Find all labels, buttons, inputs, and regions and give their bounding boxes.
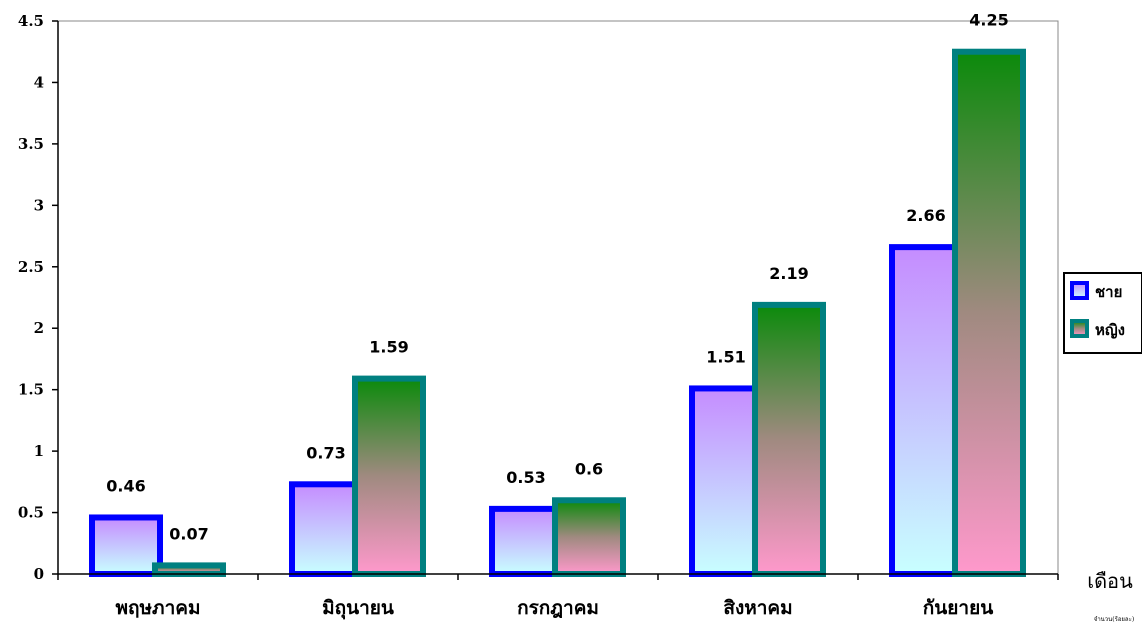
- data-label-male-5: 2.66: [906, 206, 945, 225]
- bar-male-4: [689, 385, 763, 577]
- y-tick-label: 3: [34, 196, 44, 214]
- x-tick-label: กันยายน: [923, 597, 993, 619]
- y-ticks-group: 0 0.5 1 1.5 2 2.5 3 3.5 4 4.5: [18, 12, 58, 583]
- y-tick-label: 3.5: [18, 135, 44, 153]
- x-tick-label: พฤษภาคม: [116, 597, 201, 619]
- bars-group: [89, 48, 1026, 578]
- legend-label-male: ชาย: [1095, 283, 1122, 301]
- bar-female-5: [952, 48, 1026, 577]
- legend-label-female: หญิง: [1095, 321, 1125, 339]
- bar-female-1: [152, 562, 226, 577]
- data-labels-group: 0.46 0.07 0.73 1.59 0.53 0.6 1.51 2.19 2.66 4.25: [106, 11, 1008, 544]
- bar-female-2: [352, 375, 426, 577]
- y-tick-label: 2: [34, 319, 44, 337]
- data-label-female-3: 0.6: [575, 459, 603, 478]
- x-axis-title: เดือน: [1087, 569, 1133, 593]
- y-tick-label: 4: [34, 73, 44, 91]
- data-label-male-3: 0.53: [506, 468, 545, 487]
- data-label-male-1: 0.46: [106, 476, 145, 495]
- data-label-female-2: 1.59: [369, 338, 408, 357]
- legend: ชาย หญิง: [1063, 272, 1142, 354]
- data-label-male-2: 0.73: [306, 443, 345, 462]
- y-tick-label: 2.5: [18, 258, 44, 276]
- bar-male-3: [489, 505, 563, 578]
- data-label-female-4: 2.19: [769, 264, 808, 283]
- bar-female-3: [552, 497, 626, 577]
- bar-male-1: [89, 514, 163, 578]
- data-label-male-4: 1.51: [706, 347, 745, 366]
- data-label-female-1: 0.07: [169, 524, 208, 543]
- x-ticks-group: พฤษภาคม มิถุนายน กรกฎาคม สิงหาคม กันยายน: [57, 574, 1059, 620]
- legend-swatch-male: [1070, 281, 1089, 300]
- x-tick-label: มิถุนายน: [322, 597, 394, 620]
- bar-male-2: [289, 481, 363, 577]
- y-tick-label: 1.5: [18, 381, 44, 399]
- bar-female-4: [752, 301, 826, 577]
- data-label-female-5: 4.25: [969, 11, 1008, 30]
- y-tick-label: 4.5: [18, 12, 44, 30]
- y-tick-label: 0.5: [18, 504, 44, 522]
- y-tick-label: 1: [34, 442, 44, 460]
- footnote-label: จำนวน(ร้อยละ): [1094, 616, 1134, 623]
- x-tick-label: สิงหาคม: [723, 597, 792, 619]
- bar-male-5: [889, 244, 963, 577]
- x-tick-label: กรกฎาคม: [517, 597, 599, 619]
- y-tick-label: 0: [34, 565, 44, 583]
- legend-swatch-female: [1070, 319, 1089, 338]
